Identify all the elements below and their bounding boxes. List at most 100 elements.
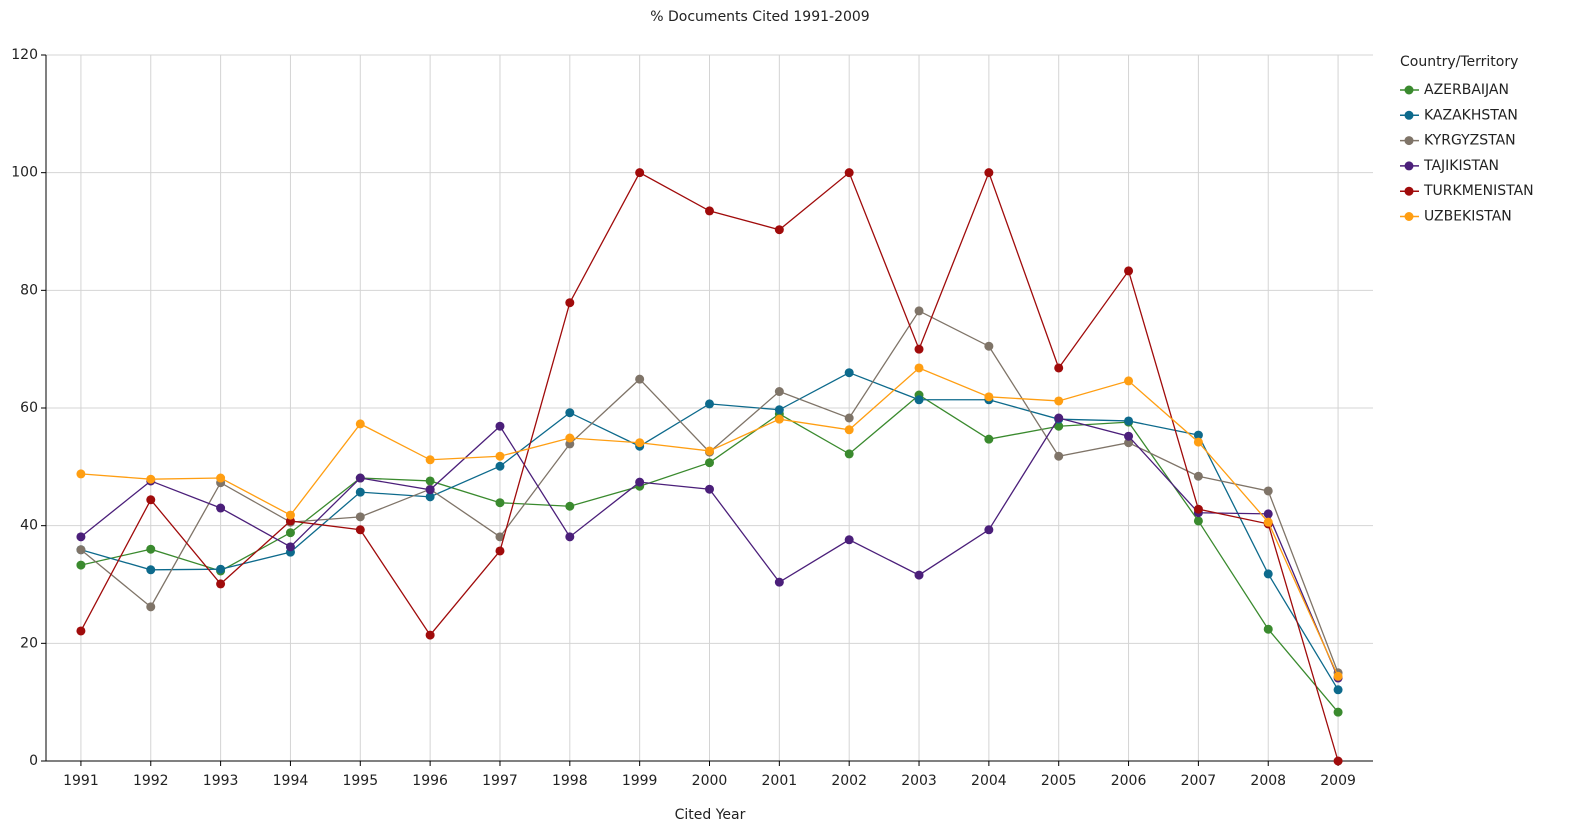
data-point bbox=[1193, 430, 1203, 440]
data-point bbox=[1333, 671, 1343, 681]
data-point bbox=[1124, 266, 1134, 276]
x-axis-label: Cited Year bbox=[675, 807, 746, 823]
x-tick-label: 2005 bbox=[1041, 773, 1077, 789]
y-tick-label: 100 bbox=[11, 165, 38, 181]
legend-swatch bbox=[1404, 186, 1414, 196]
data-point bbox=[76, 532, 86, 542]
data-point bbox=[1193, 471, 1203, 481]
data-point bbox=[984, 168, 994, 178]
data-point bbox=[425, 476, 435, 486]
data-point bbox=[565, 532, 575, 542]
y-tick-label: 0 bbox=[29, 753, 38, 769]
data-point bbox=[984, 525, 994, 535]
data-point bbox=[914, 570, 924, 580]
x-tick-label: 1996 bbox=[412, 773, 448, 789]
data-point bbox=[146, 495, 156, 505]
data-point bbox=[1263, 624, 1273, 634]
data-point bbox=[1333, 756, 1343, 766]
data-point bbox=[1054, 451, 1064, 461]
legend-label: TAJIKISTAN bbox=[1423, 158, 1499, 174]
x-tick-label: 2004 bbox=[971, 773, 1007, 789]
legend-label: UZBEKISTAN bbox=[1424, 209, 1512, 225]
data-point bbox=[565, 433, 575, 443]
data-point bbox=[355, 487, 365, 497]
data-point bbox=[705, 206, 714, 216]
data-point bbox=[774, 387, 784, 397]
data-point bbox=[844, 425, 854, 435]
data-point bbox=[495, 546, 505, 556]
data-point bbox=[1054, 413, 1064, 423]
x-tick-label: 2008 bbox=[1250, 773, 1286, 789]
data-point bbox=[1124, 416, 1134, 426]
data-point bbox=[1124, 376, 1134, 386]
data-point bbox=[844, 368, 854, 378]
x-tick-label: 2003 bbox=[901, 773, 937, 789]
data-point bbox=[1263, 509, 1273, 519]
x-tick-label: 1997 bbox=[482, 773, 518, 789]
data-point bbox=[285, 542, 295, 552]
y-tick-label: 60 bbox=[20, 400, 38, 416]
data-point bbox=[216, 503, 226, 513]
data-point bbox=[914, 395, 924, 405]
data-point bbox=[705, 484, 714, 494]
x-tick-label: 2000 bbox=[692, 773, 728, 789]
data-point bbox=[146, 544, 156, 554]
data-point bbox=[565, 408, 575, 418]
data-point bbox=[495, 421, 505, 431]
y-tick-label: 40 bbox=[20, 518, 38, 534]
data-point bbox=[844, 413, 854, 423]
x-tick-label: 1991 bbox=[63, 773, 99, 789]
data-point bbox=[285, 510, 295, 520]
data-point bbox=[635, 374, 645, 384]
x-tick-label: 2001 bbox=[762, 773, 798, 789]
x-tick-label: 1999 bbox=[622, 773, 658, 789]
x-tick-label: 2002 bbox=[831, 773, 867, 789]
data-point bbox=[914, 306, 924, 316]
legend-swatch bbox=[1404, 161, 1414, 171]
chart-title: % Documents Cited 1991-2009 bbox=[650, 9, 869, 25]
data-point bbox=[1124, 431, 1134, 441]
data-point bbox=[285, 528, 295, 538]
data-point bbox=[495, 498, 505, 508]
data-point bbox=[76, 560, 86, 570]
data-point bbox=[355, 419, 365, 429]
data-point bbox=[76, 469, 86, 479]
data-point bbox=[635, 477, 645, 487]
data-point bbox=[1193, 437, 1203, 447]
x-tick-label: 1992 bbox=[133, 773, 169, 789]
data-point bbox=[705, 458, 714, 468]
data-point bbox=[76, 545, 86, 555]
data-point bbox=[425, 630, 435, 640]
y-tick-label: 80 bbox=[20, 282, 38, 298]
data-point bbox=[774, 577, 784, 587]
data-point bbox=[705, 446, 714, 456]
data-point bbox=[495, 461, 505, 471]
data-point bbox=[216, 579, 226, 589]
data-point bbox=[1333, 707, 1343, 717]
x-tick-label: 2009 bbox=[1320, 773, 1356, 789]
data-point bbox=[425, 455, 435, 465]
data-point bbox=[774, 405, 784, 415]
data-point bbox=[984, 434, 994, 444]
data-point bbox=[1263, 486, 1273, 496]
data-point bbox=[844, 535, 854, 545]
data-point bbox=[146, 602, 156, 612]
x-tick-label: 1994 bbox=[273, 773, 309, 789]
x-tick-label: 1993 bbox=[203, 773, 239, 789]
legend-label: KYRGYZSTAN bbox=[1424, 133, 1516, 149]
legend-label: TURKMENISTAN bbox=[1423, 183, 1534, 199]
data-point bbox=[355, 473, 365, 483]
data-point bbox=[355, 525, 365, 535]
data-point bbox=[1193, 504, 1203, 514]
data-point bbox=[216, 473, 226, 483]
x-tick-label: 2006 bbox=[1111, 773, 1147, 789]
data-point bbox=[1124, 438, 1134, 448]
legend-swatch bbox=[1404, 85, 1414, 95]
data-point bbox=[146, 565, 156, 575]
legend-label: AZERBAIJAN bbox=[1424, 82, 1509, 98]
data-point bbox=[1054, 421, 1064, 431]
legend-label: KAZAKHSTAN bbox=[1424, 107, 1518, 123]
data-point bbox=[635, 168, 645, 178]
data-point bbox=[495, 532, 505, 542]
